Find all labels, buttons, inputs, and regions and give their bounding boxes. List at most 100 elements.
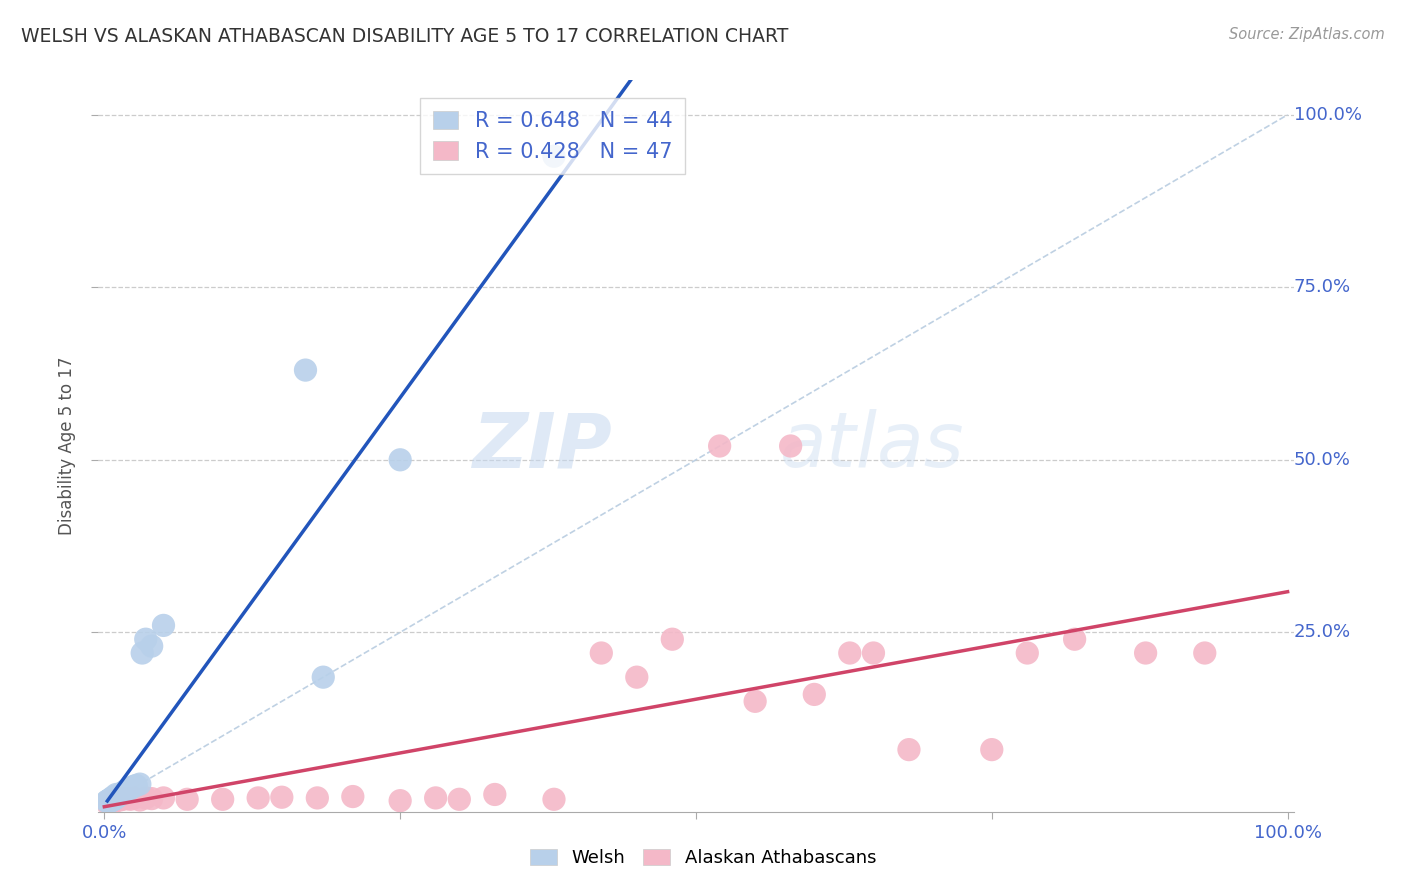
Point — [838, 646, 860, 660]
Point — [112, 785, 135, 799]
Point — [97, 794, 120, 808]
Point — [307, 791, 329, 805]
Point — [114, 784, 136, 798]
Point — [591, 646, 613, 660]
Point — [103, 794, 125, 808]
Point — [98, 792, 121, 806]
Point — [744, 694, 766, 708]
Point — [114, 785, 136, 799]
Point — [270, 790, 292, 805]
Point — [897, 742, 920, 756]
Text: 25.0%: 25.0% — [1294, 624, 1351, 641]
Point — [105, 791, 128, 805]
Point — [484, 788, 506, 802]
Point — [135, 632, 157, 647]
Point — [101, 790, 124, 805]
Point — [108, 793, 131, 807]
Point — [107, 789, 129, 803]
Text: Source: ZipAtlas.com: Source: ZipAtlas.com — [1229, 27, 1385, 42]
Point — [626, 670, 648, 684]
Point — [211, 792, 233, 806]
Point — [104, 791, 127, 805]
Point — [294, 363, 316, 377]
Point — [121, 780, 143, 795]
Point — [97, 794, 120, 808]
Point — [141, 791, 163, 805]
Point — [105, 789, 128, 804]
Text: atlas: atlas — [779, 409, 965, 483]
Text: ZIP: ZIP — [472, 409, 613, 483]
Point — [96, 796, 118, 810]
Point — [125, 779, 148, 793]
Point — [120, 792, 142, 806]
Point — [1135, 646, 1157, 660]
Point — [661, 632, 683, 647]
Point — [1194, 646, 1216, 660]
Point — [101, 793, 124, 807]
Point — [107, 792, 129, 806]
Point — [131, 646, 153, 660]
Point — [122, 791, 145, 805]
Point — [122, 779, 145, 793]
Point — [110, 787, 132, 801]
Point — [803, 687, 825, 701]
Point — [98, 794, 121, 808]
Point — [135, 791, 157, 805]
Point — [141, 639, 163, 653]
Point — [118, 781, 141, 796]
Point — [120, 781, 142, 796]
Point — [128, 777, 150, 791]
Point — [779, 439, 801, 453]
Point — [100, 794, 122, 808]
Point — [103, 791, 125, 805]
Text: 100.0%: 100.0% — [1294, 106, 1361, 124]
Point — [115, 782, 138, 797]
Point — [1063, 632, 1085, 647]
Text: 75.0%: 75.0% — [1294, 278, 1351, 296]
Point — [105, 788, 128, 802]
Point — [389, 452, 412, 467]
Legend: Welsh, Alaskan Athabascans: Welsh, Alaskan Athabascans — [523, 841, 883, 874]
Point — [104, 793, 127, 807]
Point — [425, 791, 447, 805]
Point — [98, 794, 121, 808]
Point — [104, 789, 127, 804]
Point — [98, 794, 121, 808]
Point — [543, 792, 565, 806]
Point — [389, 794, 412, 808]
Point — [111, 786, 134, 800]
Point — [115, 791, 138, 805]
Point — [114, 791, 136, 805]
Point — [709, 439, 731, 453]
Point — [117, 782, 139, 797]
Point — [98, 793, 121, 807]
Point — [96, 794, 118, 808]
Point — [342, 789, 364, 804]
Point — [105, 794, 128, 808]
Point — [105, 789, 128, 804]
Legend: R = 0.648   N = 44, R = 0.428   N = 47: R = 0.648 N = 44, R = 0.428 N = 47 — [420, 98, 685, 174]
Y-axis label: Disability Age 5 to 17: Disability Age 5 to 17 — [58, 357, 76, 535]
Point — [176, 792, 198, 806]
Point — [98, 795, 121, 809]
Point — [105, 793, 128, 807]
Text: 50.0%: 50.0% — [1294, 450, 1350, 469]
Point — [111, 792, 134, 806]
Point — [247, 791, 270, 805]
Point — [98, 794, 121, 808]
Text: WELSH VS ALASKAN ATHABASCAN DISABILITY AGE 5 TO 17 CORRELATION CHART: WELSH VS ALASKAN ATHABASCAN DISABILITY A… — [21, 27, 789, 45]
Point — [449, 792, 471, 806]
Point — [97, 795, 120, 809]
Point — [543, 149, 565, 163]
Point — [980, 742, 1002, 756]
Point — [128, 793, 150, 807]
Point — [1017, 646, 1039, 660]
Point — [152, 791, 174, 805]
Point — [101, 794, 124, 808]
Point — [101, 791, 124, 805]
Point — [108, 788, 131, 802]
Point — [862, 646, 884, 660]
Point — [103, 792, 125, 806]
Point — [100, 792, 122, 806]
Point — [312, 670, 335, 684]
